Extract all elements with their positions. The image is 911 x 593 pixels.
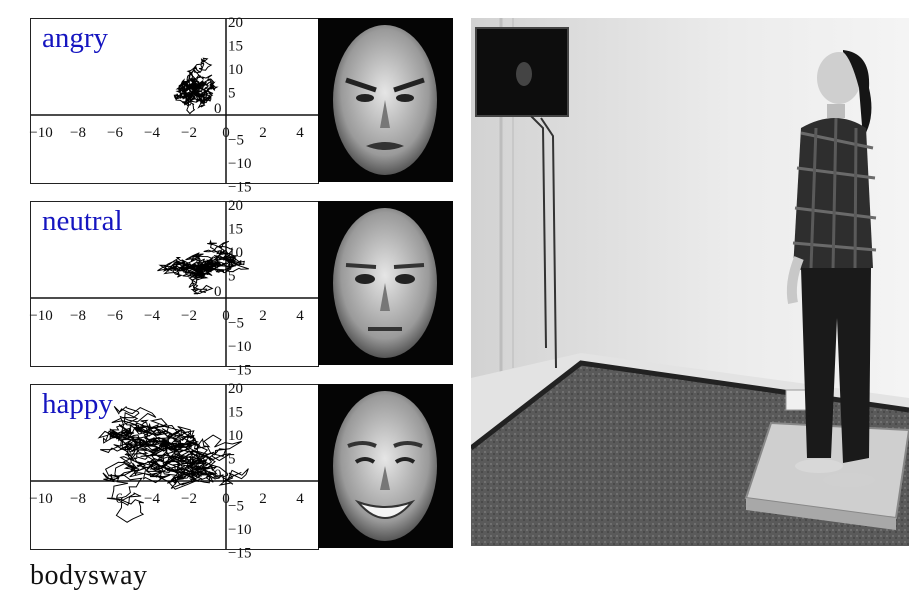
x-tick-label: −6 [107,125,123,141]
face-happy-icon [333,391,437,541]
x-tick-label: −8 [70,308,86,324]
face-angry-icon [333,25,437,175]
emotion-label-angry: angry [42,22,109,54]
y-tick-label: 15 [228,39,243,55]
y-tick-label: 20 [228,198,243,214]
y-tick-label: 0 [214,101,222,117]
figure-caption: bodysway [30,560,148,591]
y-tick-label: −10 [228,156,251,172]
sway-chart-happy: −10 −8 −6 −4 −2 0 2 4 20 15 10 5 −5 −10 −15 0 [29,381,318,562]
x-tick-label: −4 [144,308,160,324]
y-tick-label: −10 [228,339,251,355]
y-tick-label: 5 [228,86,236,102]
y-tick-label: 10 [228,245,243,261]
x-tick-label: 0 [222,308,230,324]
y-tick-label: 0 [214,284,222,300]
x-tick-label: −6 [107,308,123,324]
x-tick-label: 4 [296,308,304,324]
x-tick-label: −2 [181,308,197,324]
face-neutral-icon [333,208,437,358]
x-tick-label: −2 [181,125,197,141]
x-tick-label: 2 [259,491,267,507]
y-tick-label: −15 [228,363,251,379]
x-tick-label: 4 [296,491,304,507]
face-happy [318,384,453,548]
sway-trace-line [97,406,249,523]
sway-plot-happy: −10 −8 −6 −4 −2 0 2 4 20 15 10 5 −5 −10 −15 0 happy [29,381,319,562]
sway-trace-line [157,239,249,295]
x-tick-label: −4 [144,491,160,507]
x-tick-label: −10 [29,125,52,141]
sway-plot-neutral: −10 −8 −6 −4 −2 0 2 4 20 15 10 5 −5 −10 −15 0 neutral [29,198,319,379]
x-tick-label: 0 [222,125,230,141]
x-tick-label: 4 [296,125,304,141]
y-tick-label: 10 [228,428,243,444]
y-tick-label: −5 [228,133,244,149]
emotion-label-neutral: neutral [42,205,123,237]
y-tick-label: 5 [228,452,236,468]
sway-chart-angry: −10 −8 −6 −4 −2 0 2 4 20 15 10 5 −5 −10 −15 0 [29,15,318,196]
y-tick-label: −15 [228,546,251,562]
sway-plot-angry: −10 −8 −6 −4 −2 0 2 4 20 15 10 5 −5 −10 −15 0 angry [29,15,319,196]
x-tick-label: −10 [29,491,52,507]
y-tick-label: 20 [228,381,243,397]
y-tick-label: −10 [228,522,251,538]
x-tick-label: 2 [259,125,267,141]
experiment-photo [471,18,909,546]
x-tick-label: 0 [222,491,230,507]
face-neutral [318,201,453,365]
face-angry [318,18,453,182]
y-tick-label: −5 [228,316,244,332]
panel-happy: −10 −8 −6 −4 −2 0 2 4 20 15 10 5 −5 −10 −15 0 happy [29,381,454,562]
y-tick-label: 10 [228,62,243,78]
panel-neutral: −10 −8 −6 −4 −2 0 2 4 20 15 10 5 −5 −10 −15 0 neutral [29,198,454,379]
y-tick-label: −15 [228,180,251,196]
x-tick-label: −8 [70,125,86,141]
x-tick-label: 2 [259,308,267,324]
y-tick-label: 15 [228,405,243,421]
x-tick-label: −6 [107,491,123,507]
y-tick-label: 0 [214,467,222,483]
emotion-label-happy: happy [42,388,113,420]
y-tick-label: 5 [228,269,236,285]
experiment-photo-icon [471,18,909,546]
sway-trace-line [173,57,219,115]
y-tick-label: 20 [228,15,243,31]
x-tick-label: −10 [29,308,52,324]
x-tick-label: −8 [70,491,86,507]
x-tick-label: −2 [181,491,197,507]
y-tick-label: 15 [228,222,243,238]
x-tick-label: −4 [144,125,160,141]
panel-angry: −10 −8 −6 −4 −2 0 2 4 20 15 10 5 −5 −10 −15 0 angry [29,15,454,196]
sway-chart-neutral: −10 −8 −6 −4 −2 0 2 4 20 15 10 5 −5 −10 −15 0 [29,198,318,379]
y-tick-label: −5 [228,499,244,515]
